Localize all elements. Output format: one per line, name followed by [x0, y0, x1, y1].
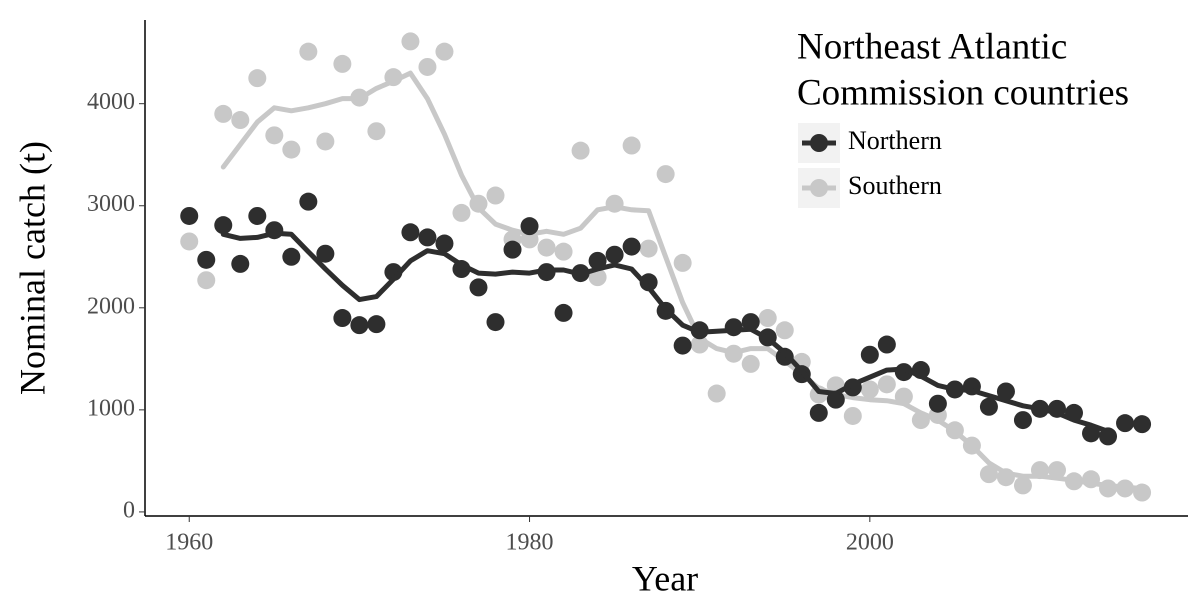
data-point: [503, 240, 522, 259]
data-point: [520, 217, 539, 236]
data-point: [418, 57, 437, 76]
data-point: [656, 165, 675, 184]
smooth-line: [220, 70, 1145, 491]
smooth-line: [220, 230, 1111, 434]
data-point: [231, 254, 250, 273]
legend-label: Southern: [848, 171, 942, 200]
data-point: [435, 42, 454, 61]
data-point: [265, 126, 284, 145]
y-tick-label: 1000: [87, 395, 135, 421]
data-point: [673, 336, 692, 355]
legend-label: Northern: [848, 126, 942, 155]
data-point: [877, 375, 896, 394]
data-point: [639, 239, 658, 258]
y-tick-label: 0: [123, 497, 135, 523]
data-point: [333, 54, 352, 73]
data-point: [724, 318, 743, 337]
data-point: [180, 206, 199, 225]
data-point: [197, 250, 216, 269]
data-point: [316, 132, 335, 151]
data-point: [333, 309, 352, 328]
data-point: [843, 406, 862, 425]
data-point: [741, 313, 760, 332]
legend-title: Commission countries: [797, 72, 1129, 113]
data-point: [401, 32, 420, 51]
data-point: [452, 203, 471, 222]
data-point: [537, 238, 556, 257]
data-point: [486, 313, 505, 332]
data-point: [1047, 461, 1066, 480]
y-axis-title: Nominal catch (t): [12, 141, 52, 395]
data-point: [367, 122, 386, 141]
data-point: [435, 234, 454, 253]
data-point: [605, 245, 624, 264]
data-point: [299, 42, 318, 61]
data-point: [180, 232, 199, 251]
y-tick-label: 3000: [87, 191, 135, 217]
data-point: [554, 242, 573, 261]
x-tick-label: 2000: [846, 530, 894, 556]
data-point: [401, 223, 420, 242]
data-point: [639, 273, 658, 292]
data-point: [707, 384, 726, 403]
data-point: [673, 253, 692, 272]
x-axis-title: Year: [632, 558, 698, 598]
data-point: [282, 140, 301, 159]
legend-title: Northeast Atlantic: [797, 26, 1067, 67]
data-point: [571, 141, 590, 160]
data-point: [877, 335, 896, 354]
data-point: [350, 316, 369, 335]
data-point: [775, 321, 794, 340]
data-point: [758, 309, 777, 328]
data-point: [1133, 415, 1152, 434]
data-point: [1013, 411, 1032, 430]
data-point: [741, 354, 760, 373]
data-point: [860, 380, 879, 399]
data-point: [486, 186, 505, 205]
data-point: [418, 228, 437, 247]
data-point: [214, 216, 233, 235]
y-tick-label: 4000: [87, 89, 135, 115]
data-point: [554, 303, 573, 322]
data-point: [197, 271, 216, 290]
data-point: [775, 347, 794, 366]
data-point: [214, 104, 233, 123]
data-point: [809, 403, 828, 422]
data-point: [860, 345, 879, 364]
x-tick-label: 1980: [506, 530, 554, 556]
data-point: [316, 244, 335, 263]
data-point: [979, 397, 998, 416]
data-point: [996, 382, 1015, 401]
data-point: [1013, 476, 1032, 495]
data-point: [231, 111, 250, 130]
data-point: [979, 465, 998, 484]
y-tick-label: 2000: [87, 293, 135, 319]
data-point: [282, 247, 301, 266]
data-point: [248, 69, 267, 88]
x-tick-label: 1960: [165, 530, 213, 556]
data-point: [622, 237, 641, 256]
legend-point: [810, 179, 828, 197]
data-point: [367, 315, 386, 334]
data-point: [622, 136, 641, 155]
data-point: [928, 394, 947, 413]
data-point: [469, 278, 488, 297]
data-point: [1116, 414, 1135, 433]
data-point: [248, 206, 267, 225]
legend-point: [810, 134, 828, 152]
data-point: [299, 192, 318, 211]
